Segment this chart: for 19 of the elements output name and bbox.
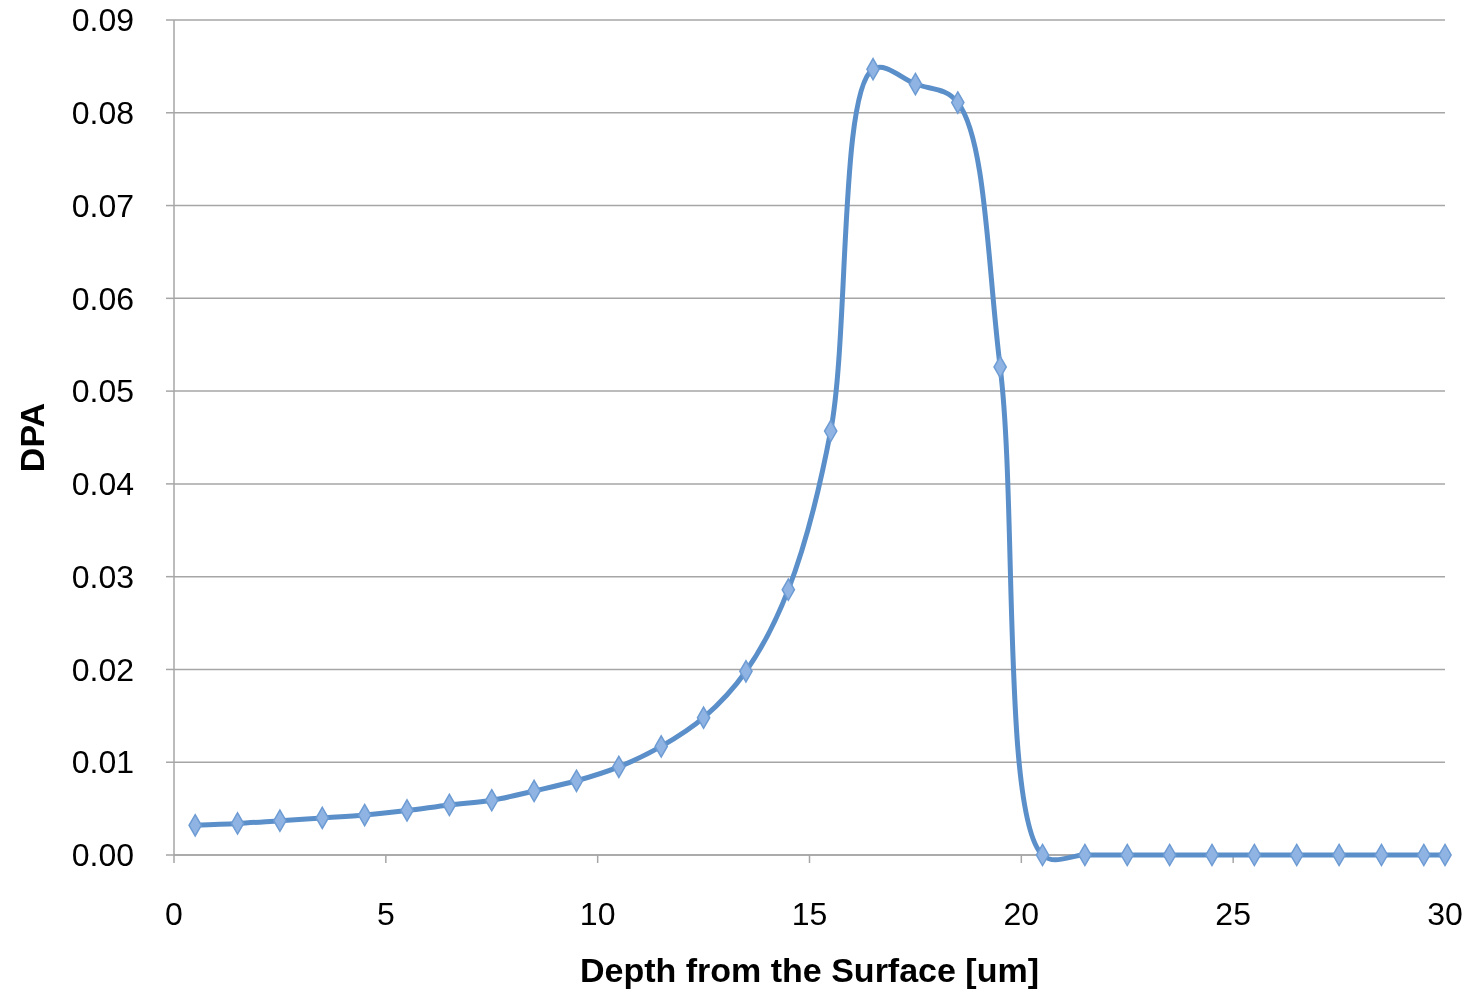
x-tick-label: 5 (376, 896, 395, 932)
x-tick-label: 25 (1215, 896, 1251, 932)
x-tick-label: 10 (579, 896, 616, 932)
y-tick-label: 0.00 (71, 837, 134, 874)
y-tick-label: 0.05 (71, 373, 134, 410)
y-tick-label: 0.03 (71, 558, 134, 595)
x-axis-title: Depth from the Surface [um] (579, 951, 1040, 989)
x-tick-label: 0 (165, 896, 183, 932)
x-tick-label: 20 (1003, 896, 1040, 932)
y-tick-label: 0.01 (71, 744, 134, 781)
x-tick-label: 30 (1427, 896, 1463, 932)
y-tick-label: 0.07 (71, 187, 134, 224)
y-tick-label: 0.06 (71, 280, 134, 317)
y-axis-title: DPA (13, 402, 51, 473)
y-tick-label: 0.08 (71, 94, 134, 131)
y-tick-label: 0.04 (71, 466, 134, 503)
y-tick-label: 0.09 (71, 2, 134, 39)
y-tick-label: 0.02 (71, 651, 134, 688)
x-tick-label: 15 (791, 896, 828, 932)
